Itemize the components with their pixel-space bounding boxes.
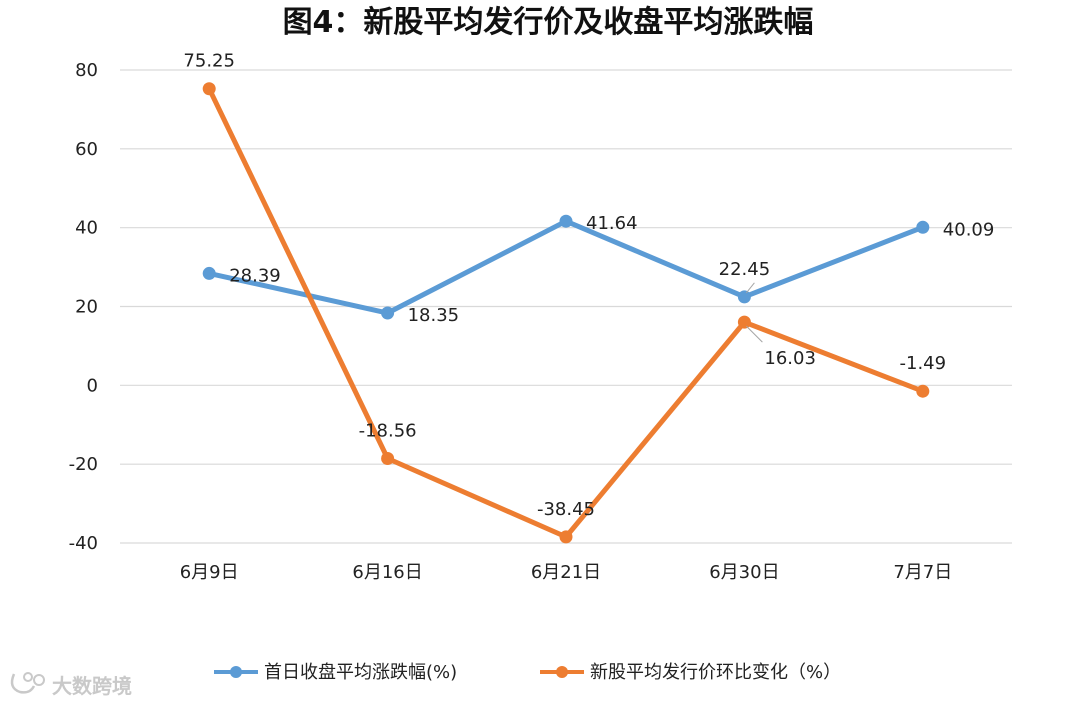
data-point-series-1[interactable] (916, 220, 930, 234)
label-leader-line (746, 282, 755, 294)
legend-label: 首日收盘平均涨跌幅(%) (264, 662, 457, 683)
data-label-series-2: 75.25 (183, 51, 235, 72)
y-tick-label: 40 (75, 218, 98, 239)
x-tick-label: 6月21日 (531, 562, 601, 583)
x-tick-label: 7月7日 (893, 562, 952, 583)
x-tick-label: 6月16日 (352, 562, 422, 583)
brand-logo-icon (10, 672, 45, 694)
data-point-series-2[interactable] (381, 451, 395, 465)
data-label-series-2: -38.45 (537, 499, 595, 520)
data-label-series-1: 41.64 (586, 213, 638, 234)
data-point-series-1[interactable] (381, 306, 395, 320)
y-tick-label: 0 (87, 375, 98, 396)
data-label-series-1: 22.45 (719, 259, 771, 280)
gridlines (120, 69, 1012, 544)
data-point-series-2[interactable] (559, 530, 573, 544)
legend-label: 新股平均发行价环比变化（%） (590, 662, 841, 683)
y-tick-label: -20 (69, 454, 98, 475)
data-label-series-2: 16.03 (764, 348, 816, 369)
data-label-series-1: 28.39 (229, 265, 281, 286)
x-axis-ticks: 6月9日 6月16日 6月21日 6月30日 7月7日 (180, 562, 953, 583)
legend-swatch-marker (556, 666, 568, 678)
data-label-series-1: 18.35 (408, 305, 460, 326)
y-axis-ticks: 80 60 40 20 0 -20 -40 (69, 60, 98, 554)
watermark: 大数跨境 (10, 672, 132, 698)
data-point-series-1[interactable] (737, 290, 751, 304)
y-tick-label: 80 (75, 60, 98, 81)
data-labels: 28.39 18.35 41.64 22.45 40.09 75.25 -18.56 -38.… (183, 51, 994, 520)
data-point-series-2[interactable] (737, 315, 751, 329)
x-tick-label: 6月30日 (709, 562, 779, 583)
data-point-series-1[interactable] (559, 214, 573, 228)
y-tick-label: 60 (75, 139, 98, 160)
legend-swatch-marker (230, 666, 242, 678)
legend: 首日收盘平均涨跌幅(%) 新股平均发行价环比变化（%） (214, 662, 841, 683)
data-point-series-2[interactable] (916, 384, 930, 398)
y-tick-label: -40 (69, 533, 98, 554)
y-tick-label: 20 (75, 297, 98, 318)
chart-title: 图4：新股平均发行价及收盘平均涨跌幅 (283, 5, 814, 40)
series-line-2 (206, 86, 926, 540)
label-leader-line (746, 325, 763, 343)
legend-item-series-2[interactable]: 新股平均发行价环比变化（%） (540, 662, 841, 683)
data-label-series-2: -1.49 (900, 353, 947, 374)
data-point-series-1[interactable] (202, 266, 216, 280)
series-line-1 (206, 218, 926, 316)
data-point-series-2[interactable] (202, 82, 216, 96)
legend-item-series-1[interactable]: 首日收盘平均涨跌幅(%) (214, 662, 457, 683)
data-label-series-2: -18.56 (359, 420, 417, 441)
series-lines (202, 82, 930, 544)
x-tick-label: 6月9日 (180, 562, 239, 583)
watermark-text: 大数跨境 (52, 674, 132, 698)
data-label-series-1: 40.09 (943, 219, 995, 240)
